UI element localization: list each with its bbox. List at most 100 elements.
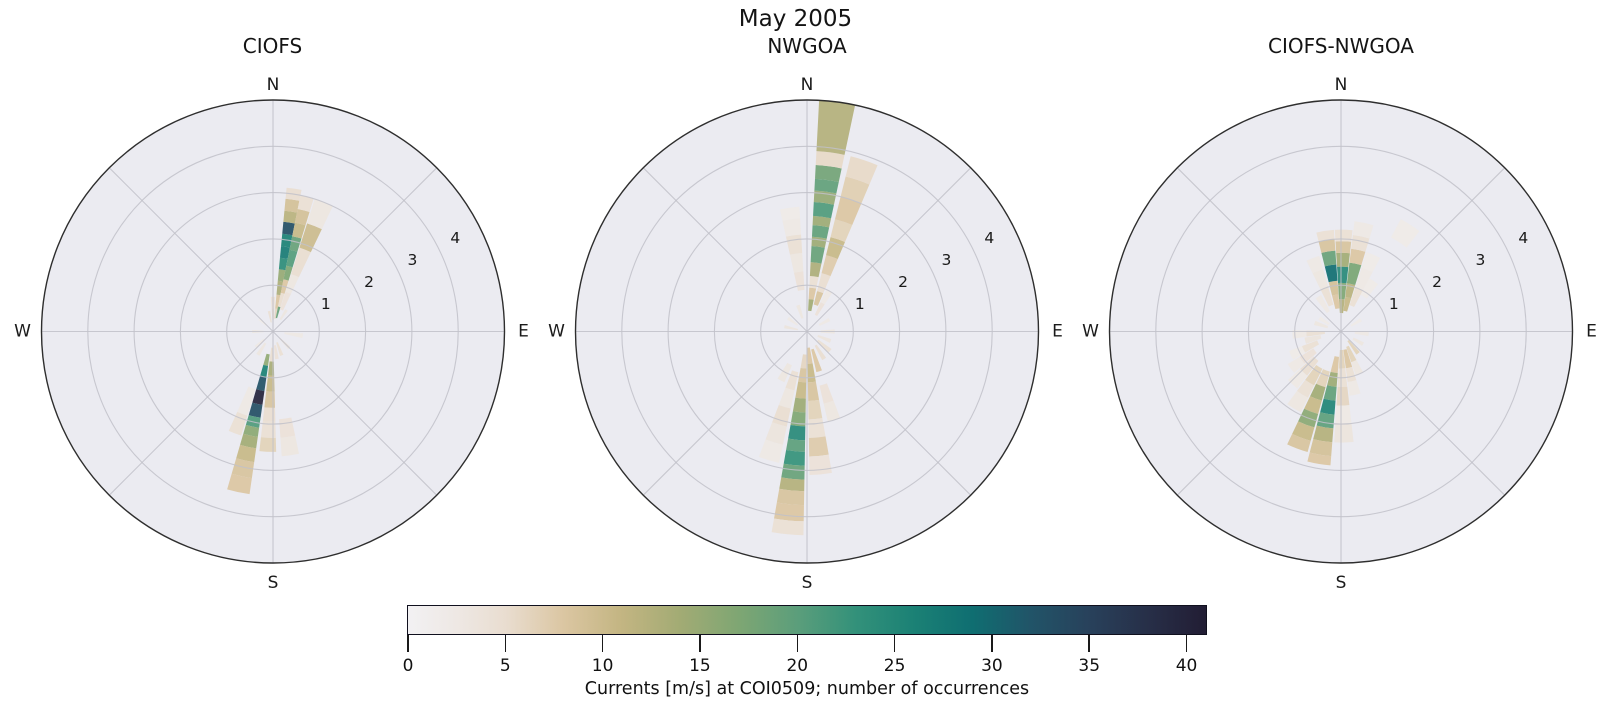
petal-segment: [259, 364, 268, 378]
rose-title-ciofs-nwgoa: CIOFS-NWGOA: [1268, 34, 1414, 58]
petal-segment: [279, 435, 299, 457]
figure-title: May 2005: [738, 6, 853, 32]
colorbar-tick: [504, 635, 507, 652]
compass-label-w: W: [1082, 322, 1099, 342]
petal-segment: [790, 411, 806, 427]
petal-segment: [262, 353, 270, 366]
grid-spoke: [1176, 331, 1342, 496]
petal-segment: [840, 176, 870, 204]
radial-tick-label: 4: [450, 229, 460, 247]
colorbar-tick-label: 20: [786, 656, 809, 676]
petal-segment: [1320, 398, 1336, 415]
compass-label-e: E: [518, 322, 529, 342]
petal-segment: [291, 222, 305, 239]
petal-segment: [1337, 266, 1349, 284]
colorbar-tick-label: 0: [402, 656, 414, 676]
petal-segment: [1335, 241, 1352, 254]
petal-segment: [815, 151, 845, 169]
petal-segment: [814, 344, 827, 361]
petal-segment: [1334, 423, 1354, 443]
petal-segment: [260, 421, 276, 438]
petal-segment: [1390, 219, 1420, 248]
petal-segment: [239, 433, 258, 449]
polar-outline: [574, 99, 1040, 564]
petal-segment: [1313, 320, 1329, 329]
grid-spoke: [642, 167, 808, 332]
petal-segment: [776, 488, 805, 506]
petal-segment: [1313, 425, 1334, 443]
petal-segment: [813, 291, 824, 306]
radial-tick-label: 1: [1389, 295, 1399, 313]
petal-segment: [817, 273, 831, 294]
petal-segment: [1336, 252, 1350, 268]
petal-segment: [282, 210, 297, 224]
petal-segment: [248, 402, 262, 418]
polar-outline: [1108, 99, 1574, 564]
petal-segment: [808, 399, 823, 420]
petal-segment: [1324, 264, 1338, 283]
rose-plot-nwgoa: 1 2 3 4 N S W E: [548, 75, 1063, 593]
grid-spoke: [272, 167, 437, 332]
petal-segment: [1334, 229, 1353, 242]
petal-segment: [808, 299, 814, 312]
colorbar-tick-label: 40: [1175, 656, 1198, 676]
petal-segment: [807, 381, 820, 401]
petal-segment: [1301, 340, 1320, 353]
grid-spoke: [272, 331, 437, 496]
petal-segment: [226, 473, 252, 495]
petal-segment: [306, 199, 333, 230]
petal-segment: [845, 156, 878, 185]
petal-segment: [809, 262, 822, 278]
petal-segment: [1307, 452, 1332, 466]
petal-segment: [263, 391, 275, 408]
petal-segment: [817, 334, 832, 343]
petal-segment: [231, 458, 254, 479]
compass-label-w: W: [14, 322, 31, 342]
petal-segment: [1361, 252, 1381, 273]
petal-segment: [1343, 349, 1353, 369]
petal-segment: [279, 291, 291, 311]
radial-tick-label: 4: [1518, 229, 1528, 247]
petal-segment: [285, 274, 299, 294]
petal-segment: [1347, 380, 1361, 396]
colorbar-gradient: [407, 605, 1207, 635]
petal-segment: [789, 252, 804, 273]
radial-tick-label: 4: [984, 229, 994, 247]
petal-segment: [1287, 391, 1308, 413]
petal-segment: [1349, 248, 1366, 266]
petal-segment: [814, 302, 825, 316]
petal-segment: [812, 215, 832, 228]
petal-segment: [235, 444, 256, 463]
petal-segment: [783, 450, 805, 466]
grid-spoke: [108, 167, 273, 332]
petal-segment: [288, 236, 301, 252]
petal-segment: [1354, 331, 1369, 337]
petal-segment: [275, 306, 280, 319]
petal-segment: [1316, 229, 1335, 242]
petal-segment: [1318, 316, 1330, 326]
petal-segment: [1336, 386, 1350, 406]
petal-segment: [1346, 345, 1357, 363]
radial-tick-label: 3: [1475, 251, 1485, 269]
petal-segment: [275, 280, 283, 296]
petal-segment: [275, 342, 283, 356]
radial-tick-label: 2: [364, 273, 374, 291]
petal-segment: [279, 309, 288, 321]
colorbar-tick-label: 5: [499, 656, 511, 676]
colorbar-tick: [407, 635, 409, 652]
petal-segment: [811, 236, 827, 248]
petal-segment: [784, 325, 799, 331]
petal-segment: [1316, 369, 1330, 388]
petal-segment: [251, 389, 264, 405]
radial-tick-label: 1: [320, 295, 330, 313]
polar-grid: [575, 100, 1039, 563]
petal-segment: [277, 269, 285, 282]
compass-label-n: N: [266, 75, 279, 95]
petal-segment: [815, 165, 842, 183]
petal-segment: [267, 310, 272, 323]
colorbar-tick: [601, 635, 604, 652]
compass-label-n: N: [801, 75, 814, 95]
petal-segment: [811, 348, 822, 373]
petal-segment: [819, 383, 834, 404]
colorbar-tick: [1185, 635, 1188, 652]
